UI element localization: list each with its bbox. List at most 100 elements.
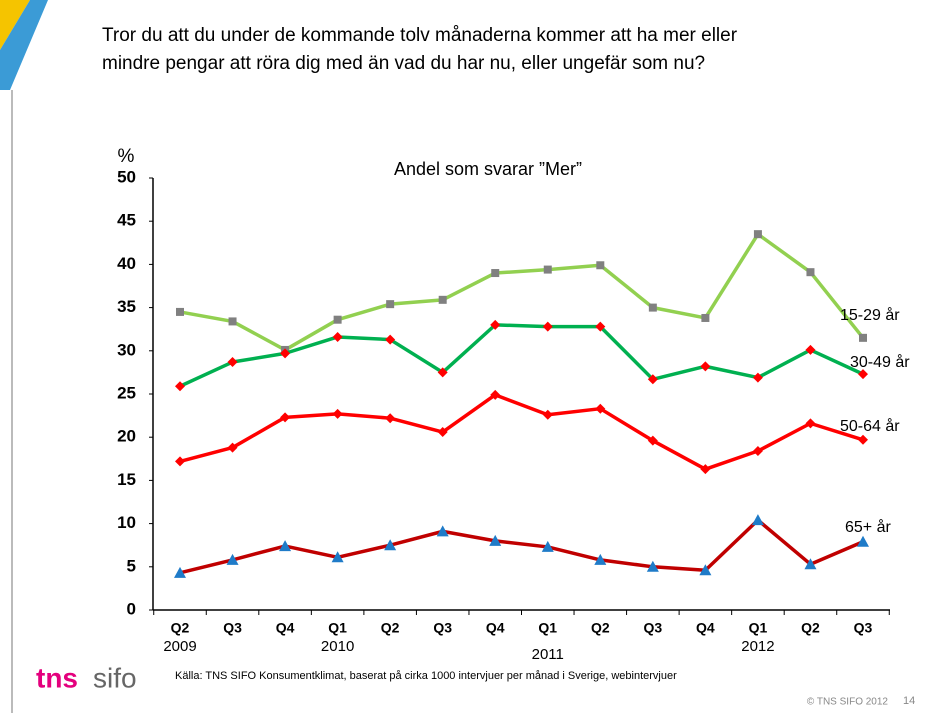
logo-sifo: sifo bbox=[93, 662, 137, 693]
x-tick-label: Q2 bbox=[381, 620, 400, 636]
marker bbox=[280, 412, 291, 423]
marker bbox=[436, 525, 449, 537]
y-axis-label: % bbox=[118, 146, 135, 167]
marker bbox=[490, 389, 501, 400]
marker bbox=[279, 540, 292, 552]
marker bbox=[647, 435, 658, 446]
marker bbox=[752, 372, 763, 383]
marker bbox=[332, 331, 343, 342]
marker bbox=[542, 409, 553, 420]
y-tick-label: 20 bbox=[117, 427, 136, 446]
x-tick-label: Q3 bbox=[854, 620, 873, 636]
page-number: 14 bbox=[903, 695, 915, 707]
year-label: 2012 bbox=[741, 638, 774, 655]
y-tick-label: 35 bbox=[117, 297, 136, 316]
marker bbox=[175, 381, 185, 392]
marker bbox=[175, 456, 185, 467]
marker bbox=[700, 361, 711, 372]
marker bbox=[489, 534, 502, 546]
y-tick-label: 50 bbox=[117, 167, 136, 186]
x-tick-label: Q2 bbox=[591, 620, 610, 636]
marker bbox=[595, 403, 606, 414]
marker bbox=[385, 413, 396, 424]
y-tick-label: 40 bbox=[117, 254, 136, 273]
year-label: 2011 bbox=[532, 646, 564, 663]
y-tick-label: 25 bbox=[117, 383, 136, 402]
y-tick-label: 45 bbox=[117, 211, 136, 230]
year-label: 2010 bbox=[321, 638, 354, 655]
marker bbox=[646, 560, 659, 572]
title-line: Tror du att du under de kommande tolv må… bbox=[102, 25, 738, 46]
marker bbox=[804, 558, 817, 570]
series-label: 15-29 år bbox=[840, 306, 900, 324]
marker bbox=[805, 418, 816, 429]
marker bbox=[228, 317, 237, 326]
marker bbox=[491, 269, 500, 278]
copyright: © TNS SIFO 2012 bbox=[807, 697, 889, 708]
marker bbox=[858, 369, 868, 380]
marker bbox=[806, 268, 815, 277]
marker bbox=[753, 230, 762, 239]
marker bbox=[648, 303, 657, 312]
source-note: Källa: TNS SIFO Konsumentklimat, baserat… bbox=[175, 670, 677, 682]
marker bbox=[699, 564, 712, 576]
series-label: 65+ år bbox=[845, 518, 891, 536]
chart-subtitle: Andel som svarar ”Mer” bbox=[394, 159, 582, 179]
marker bbox=[386, 300, 395, 309]
x-tick-label: Q3 bbox=[223, 620, 242, 636]
logo-tns: tns bbox=[36, 662, 78, 693]
marker bbox=[647, 374, 658, 385]
series-line bbox=[179, 518, 864, 575]
marker bbox=[805, 344, 816, 355]
y-tick-label: 15 bbox=[117, 470, 136, 489]
y-tick-label: 30 bbox=[117, 340, 136, 359]
marker bbox=[857, 535, 869, 547]
marker bbox=[542, 321, 553, 332]
marker bbox=[594, 553, 607, 565]
marker bbox=[331, 551, 344, 563]
series-line bbox=[179, 323, 864, 388]
x-tick-label: Q1 bbox=[538, 620, 557, 636]
x-tick-label: Q4 bbox=[486, 620, 505, 636]
marker bbox=[595, 321, 606, 332]
x-tick-label: Q4 bbox=[276, 620, 295, 636]
corner-stripe bbox=[0, 0, 48, 90]
x-tick-label: Q2 bbox=[171, 620, 190, 636]
marker bbox=[280, 348, 291, 359]
marker bbox=[490, 319, 501, 330]
x-tick-label: Q4 bbox=[696, 620, 715, 636]
marker bbox=[176, 307, 184, 316]
series-line bbox=[179, 232, 865, 352]
title-line: mindre pengar att röra dig med än vad du… bbox=[102, 53, 705, 74]
x-tick-label: Q1 bbox=[328, 620, 347, 636]
marker bbox=[437, 367, 448, 378]
marker bbox=[541, 540, 554, 552]
marker bbox=[333, 315, 342, 324]
marker bbox=[174, 566, 186, 578]
marker bbox=[437, 427, 448, 438]
marker bbox=[751, 514, 764, 526]
x-tick-label: Q1 bbox=[749, 620, 768, 636]
marker bbox=[227, 442, 238, 453]
series-label: 30-49 år bbox=[850, 353, 910, 371]
marker bbox=[226, 553, 239, 565]
series-line bbox=[179, 393, 864, 471]
marker bbox=[859, 333, 867, 342]
marker bbox=[332, 408, 343, 419]
marker bbox=[384, 539, 397, 551]
x-tick-label: Q3 bbox=[644, 620, 663, 636]
marker bbox=[701, 313, 710, 322]
marker bbox=[700, 464, 711, 475]
series-label: 50-64 år bbox=[840, 417, 900, 435]
y-tick-label: 5 bbox=[127, 556, 136, 575]
marker bbox=[227, 357, 238, 368]
marker bbox=[543, 265, 552, 274]
year-label: 2009 bbox=[163, 638, 196, 655]
x-tick-label: Q2 bbox=[801, 620, 820, 636]
y-tick-label: 0 bbox=[127, 599, 136, 618]
x-tick-label: Q3 bbox=[433, 620, 452, 636]
marker bbox=[596, 261, 605, 270]
marker bbox=[438, 295, 447, 304]
y-tick-label: 10 bbox=[117, 513, 136, 532]
